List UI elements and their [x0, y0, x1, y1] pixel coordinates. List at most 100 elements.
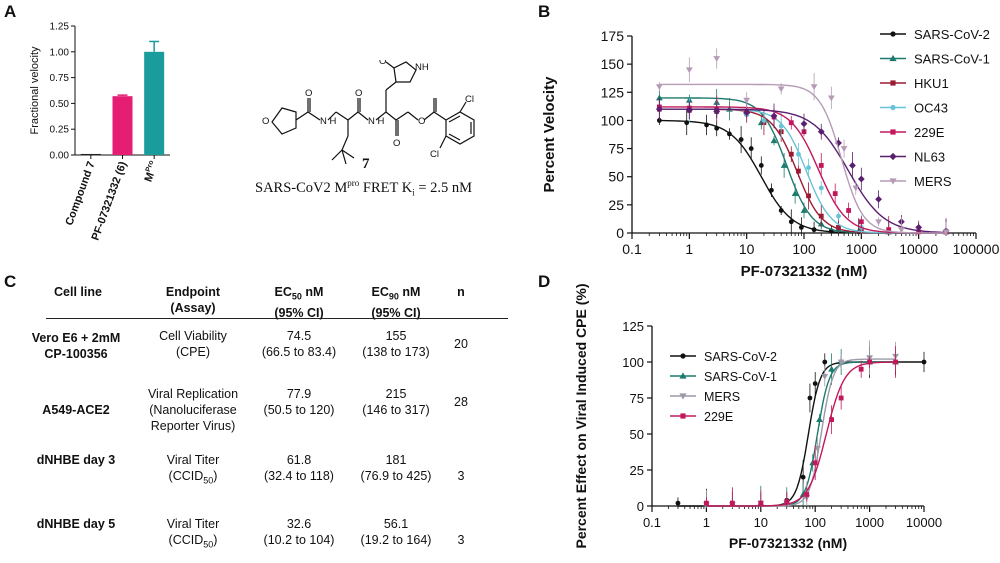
legend-marker	[890, 104, 896, 111]
data-point	[915, 223, 923, 231]
bar	[80, 153, 101, 156]
x-axis-label: PF-07321332 (nM)	[741, 263, 868, 280]
legend-marker	[889, 178, 897, 185]
atom-nh-1: N H	[320, 116, 337, 127]
data-point	[822, 359, 828, 365]
data-point	[777, 86, 785, 93]
data-point	[921, 359, 927, 365]
fit-curve	[659, 108, 946, 234]
data-point	[812, 381, 818, 386]
legend-marker	[890, 31, 896, 37]
data-point	[807, 395, 813, 401]
legend-label: SARS-CoV-2	[914, 27, 990, 42]
row-ec50: 61.8 (32.4 to 118)	[264, 453, 334, 483]
data-point	[713, 108, 721, 115]
ec-table: Cell line Endpoint (Assay) EC50 nM (95% CI…	[28, 278, 508, 563]
y-tick-label: 75	[630, 391, 644, 406]
data-point	[714, 125, 720, 131]
row-cell-line: Vero E6 + 2mM CP-100356	[31, 331, 121, 361]
compound-number: 7	[362, 156, 370, 172]
data-point	[811, 227, 817, 233]
series-group	[655, 97, 950, 235]
y-tick-label: 125	[622, 319, 644, 334]
row-n: 20	[454, 337, 468, 351]
y-tick-label: 100	[601, 112, 625, 128]
panel-a-bar-chart: 0.00 0.25 0.50 0.75 1.00 1.25 Fractional veloc…	[29, 22, 170, 243]
category-label: PF-07321332 (6)	[90, 160, 130, 243]
legend-marker	[890, 80, 896, 86]
data-point	[816, 416, 823, 422]
data-point	[832, 191, 838, 196]
data-point	[942, 229, 950, 236]
table-rule	[46, 318, 508, 319]
fit-curve	[659, 108, 947, 234]
data-point	[778, 123, 784, 129]
y-tick-label: 0.50	[50, 99, 70, 110]
y-tick-label: 100	[622, 355, 644, 370]
data-point	[788, 151, 794, 157]
data-point	[836, 224, 841, 230]
data-point	[768, 187, 774, 193]
y-tick-label: 1.25	[50, 22, 70, 33]
legend-marker	[680, 353, 686, 359]
data-point	[804, 492, 810, 497]
legend-marker	[679, 393, 687, 400]
row-ec90: 181 (76.9 to 425)	[360, 453, 432, 483]
y-tick-label: 0.25	[50, 125, 70, 136]
atom-o-amide1: O	[305, 88, 312, 99]
data-point	[770, 112, 778, 120]
x-tick-label: 1	[703, 515, 710, 530]
col-ec90: EC90 nM (95% CI)	[371, 285, 421, 320]
y-tick-label: 0	[637, 499, 644, 514]
data-point	[704, 500, 709, 506]
data-point	[827, 95, 835, 102]
row-ec90: 56.1 (19.2 to 164)	[360, 517, 432, 547]
data-point	[784, 499, 790, 505]
y-tick-label: 1.00	[50, 47, 70, 58]
data-point	[846, 208, 852, 213]
fit-curve	[659, 108, 946, 234]
row-cell-line: A549-ACE2	[42, 403, 110, 417]
y-tick-label: 25	[608, 197, 624, 213]
legend-label: SARS-CoV-2	[704, 350, 777, 364]
data-point	[685, 67, 693, 74]
data-point	[875, 195, 882, 203]
data-point	[655, 94, 663, 101]
panel-b-dose-response: 0 25 50 75 100 125 150 175 0.1 1 10 100 1000 10000 100…	[541, 27, 1000, 280]
legend-label: HKU1	[914, 76, 949, 91]
data-point	[770, 137, 778, 144]
atom-nh-2: N H	[368, 116, 385, 127]
series-group	[656, 95, 949, 235]
data-point	[812, 460, 818, 466]
compound-caption: SARS-CoV2 Mpro FRET Ki = 2.5 nM	[255, 178, 473, 198]
legend-label: OC43	[914, 101, 948, 116]
legend-label: MERS	[914, 174, 952, 189]
atom-nh-lactam: NH	[415, 62, 429, 73]
data-point	[838, 395, 844, 401]
row-ec90: 155 (138 to 173)	[362, 329, 430, 359]
data-point	[758, 163, 764, 168]
data-point	[761, 118, 767, 123]
row-ec50: 77.9 (50.5 to 120)	[263, 387, 335, 417]
row-n: 3	[457, 469, 465, 483]
panel-c-letter: C	[4, 272, 17, 291]
data-point	[875, 219, 882, 226]
fit-curve	[659, 83, 946, 234]
row-ec50: 74.5 (66.5 to 83.4)	[261, 329, 337, 359]
y-tick-label: 0.00	[50, 151, 70, 162]
y-axis-label: Percent Effect on Viral Induced CPE (%)	[573, 283, 589, 548]
compound-structure: O O N H O N H O NH O O Cl Cl	[262, 60, 475, 165]
atom-o-ester: O	[418, 116, 425, 127]
y-tick-label: 75	[608, 141, 624, 157]
data-point	[675, 500, 681, 506]
data-point	[817, 128, 825, 136]
data-point	[806, 193, 811, 199]
data-point	[858, 366, 864, 372]
data-point	[788, 120, 794, 126]
col-n: n	[457, 285, 465, 299]
legend-label: NL63	[914, 150, 945, 165]
x-tick-label: 10	[754, 515, 768, 530]
series-group	[704, 346, 898, 507]
data-point	[818, 185, 824, 191]
data-point	[684, 120, 690, 126]
